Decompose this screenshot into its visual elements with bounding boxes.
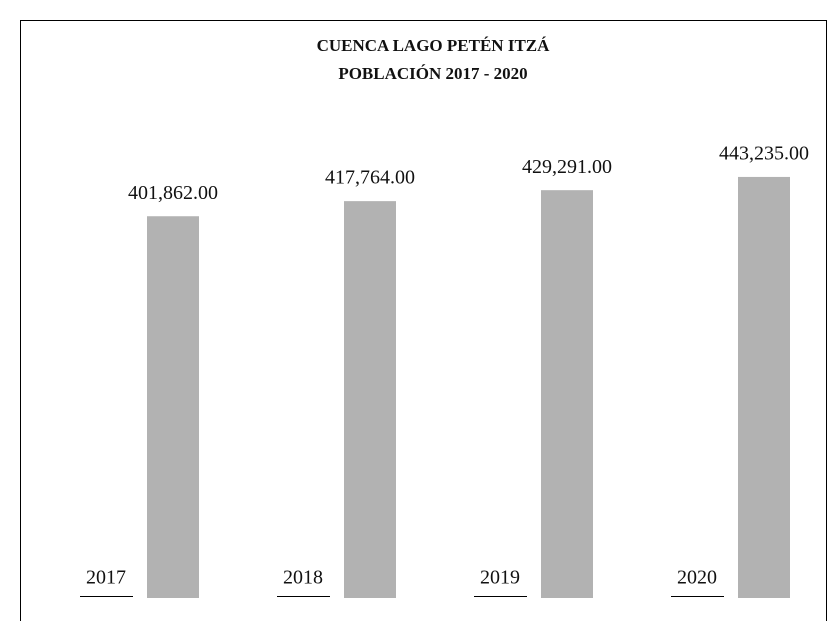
chart-subtitle: POBLACIÓN 2017 - 2020 bbox=[338, 64, 527, 83]
bar bbox=[541, 190, 593, 598]
category-label: 2018 bbox=[283, 567, 323, 589]
bar bbox=[147, 216, 199, 599]
value-label: 443,235.00 bbox=[719, 143, 809, 165]
bar bbox=[738, 176, 790, 598]
value-label: 429,291.00 bbox=[522, 156, 612, 178]
value-label: 401,862.00 bbox=[128, 182, 218, 204]
category-label: 2020 bbox=[677, 567, 717, 589]
bar bbox=[344, 201, 396, 598]
category-label: 2017 bbox=[86, 567, 126, 589]
category-label: 2019 bbox=[480, 567, 520, 589]
chart-title: CUENCA LAGO PETÉN ITZÁ bbox=[317, 36, 551, 55]
value-label: 417,764.00 bbox=[325, 167, 415, 189]
